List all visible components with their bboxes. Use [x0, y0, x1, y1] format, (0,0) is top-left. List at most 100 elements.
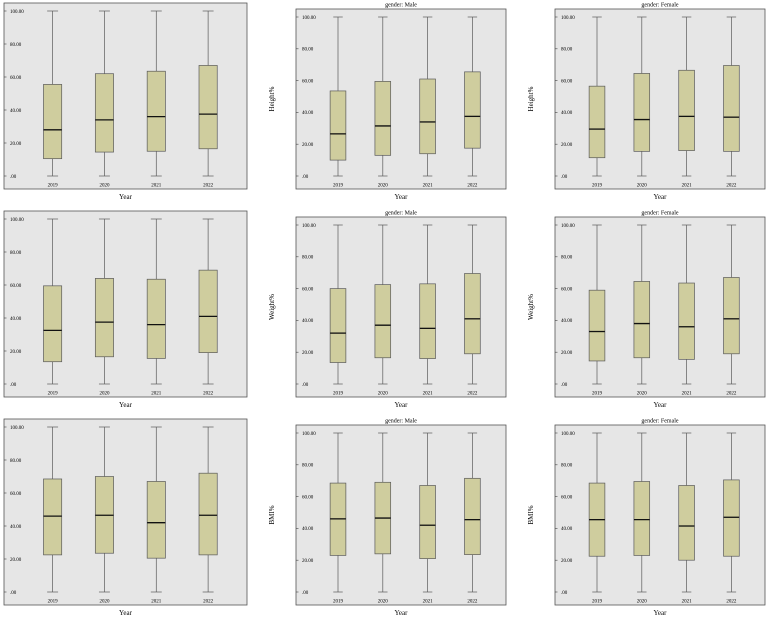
iqr-box: [43, 84, 63, 160]
x-tick-label: 2021: [423, 392, 434, 397]
x-tick-label: 2021: [151, 600, 162, 605]
boxplot-svg: .00 20.00 40.00 60.00 80.00 100.00 2019 2020 202…: [3, 210, 248, 409]
boxplot-svg: .00 20.00 40.00 60.00 80.00 100.00 2019 2020 202…: [268, 419, 507, 617]
box-2021: [146, 10, 166, 177]
x-axis-title: Year: [119, 401, 133, 409]
x-tick-label: 2020: [637, 392, 648, 397]
boxplot-panel: .00 20.00 40.00 60.00 80.00 100.00 2019 2020 202…: [517, 208, 767, 413]
y-tick-label: .00: [302, 591, 309, 596]
x-tick-label: 2021: [151, 392, 162, 397]
y-tick-label: 20.00: [302, 559, 314, 564]
box-2022: [464, 224, 481, 385]
y-tick-label: 80.00: [10, 251, 22, 256]
y-tick-label: 100.00: [302, 432, 316, 437]
x-tick-label: 2019: [48, 184, 59, 189]
x-axis-title: Year: [654, 401, 668, 409]
boxplot-svg: .00 20.00 40.00 60.00 80.00 100.00 2019 2020 202…: [3, 2, 248, 201]
x-tick-label: 2019: [592, 600, 603, 605]
y-tick-label: .00: [561, 383, 568, 388]
box-2022: [198, 426, 218, 593]
x-tick-label: 2022: [726, 600, 737, 605]
x-tick-label: 2019: [333, 600, 344, 605]
y-tick-label: 60.00: [302, 495, 314, 500]
box-2020: [94, 426, 114, 593]
box-2019: [329, 16, 347, 177]
box-2019: [329, 224, 347, 385]
x-axis-title: Year: [119, 193, 133, 201]
x-axis-title: Year: [395, 193, 409, 201]
y-tick-label: 100.00: [10, 218, 24, 223]
boxplot-svg: .00 20.00 40.00 60.00 80.00 100.00 2019 2020 202…: [527, 419, 766, 617]
iqr-box: [198, 472, 218, 556]
iqr-box: [329, 288, 347, 363]
box-2019: [43, 218, 63, 385]
box-2020: [94, 218, 114, 385]
y-tick-label: .00: [302, 383, 309, 388]
y-tick-label: 20.00: [561, 351, 573, 356]
x-tick-label: 2022: [203, 392, 214, 397]
box-2020: [94, 10, 114, 177]
panel-title: gender: Female: [641, 3, 678, 9]
box-2020: [374, 432, 392, 593]
x-tick-label: 2020: [99, 184, 110, 189]
y-tick-label: .00: [302, 175, 309, 180]
x-axis-title: Year: [395, 609, 409, 617]
iqr-box: [419, 283, 436, 359]
y-tick-label: 80.00: [302, 48, 314, 53]
y-tick-label: 40.00: [302, 111, 314, 116]
y-tick-label: 20.00: [10, 350, 22, 355]
y-tick-label: 40.00: [302, 527, 314, 532]
box-2020: [633, 432, 651, 593]
box-2019: [588, 432, 606, 593]
iqr-box: [419, 485, 436, 559]
y-tick-label: 100.00: [561, 224, 575, 229]
y-tick-label: 60.00: [302, 79, 314, 84]
y-tick-label: 60.00: [10, 76, 22, 81]
boxplot-svg: .00 20.00 40.00 60.00 80.00 100.00 2019 2020 202…: [3, 418, 248, 617]
x-tick-label: 2020: [378, 184, 389, 189]
iqr-box: [94, 73, 114, 153]
y-tick-label: .00: [561, 175, 568, 180]
y-tick-label: 80.00: [10, 43, 22, 48]
panel-title: gender: Male: [385, 211, 417, 217]
iqr-box: [678, 485, 695, 561]
iqr-box: [374, 81, 392, 156]
box-2022: [723, 224, 740, 385]
box-2021: [678, 432, 695, 593]
iqr-box: [633, 281, 651, 359]
box-2021: [419, 16, 436, 177]
boxplot-panel: .00 20.00 40.00 60.00 80.00 100.00 2019 2020 202…: [258, 416, 508, 621]
x-tick-label: 2020: [637, 600, 648, 605]
x-tick-label: 2022: [203, 600, 214, 605]
box-2021: [146, 426, 166, 593]
y-tick-label: 100.00: [561, 16, 575, 21]
boxplot-panel: .00 20.00 40.00 60.00 80.00 100.00 2019 2020 202…: [0, 0, 250, 205]
x-tick-label: 2020: [378, 392, 389, 397]
y-tick-label: 20.00: [561, 143, 573, 148]
boxplot-panel: .00 20.00 40.00 60.00 80.00 100.00 2019 2020 202…: [0, 208, 250, 413]
y-axis-title: Height%: [268, 86, 276, 111]
y-tick-label: 80.00: [302, 256, 314, 261]
iqr-box: [464, 71, 481, 149]
box-2019: [588, 16, 606, 177]
x-axis-title: Year: [654, 609, 668, 617]
iqr-box: [464, 273, 481, 355]
x-tick-label: 2019: [592, 184, 603, 189]
iqr-box: [43, 285, 63, 363]
boxplot-panel: .00 20.00 40.00 60.00 80.00 100.00 2019 2020 202…: [258, 0, 508, 205]
box-2022: [723, 432, 740, 593]
x-tick-label: 2021: [682, 184, 693, 189]
iqr-box: [198, 65, 218, 150]
x-tick-label: 2022: [203, 184, 214, 189]
iqr-box: [633, 481, 651, 556]
x-tick-label: 2021: [423, 184, 434, 189]
iqr-box: [419, 78, 436, 155]
y-tick-label: .00: [10, 591, 17, 596]
x-tick-label: 2019: [333, 184, 344, 189]
y-tick-label: 80.00: [561, 256, 573, 261]
iqr-box: [94, 278, 114, 358]
x-axis-title: Year: [395, 401, 409, 409]
x-tick-label: 2022: [726, 392, 737, 397]
y-tick-label: 40.00: [561, 527, 573, 532]
boxplot-panel: .00 20.00 40.00 60.00 80.00 100.00 2019 2020 202…: [258, 208, 508, 413]
